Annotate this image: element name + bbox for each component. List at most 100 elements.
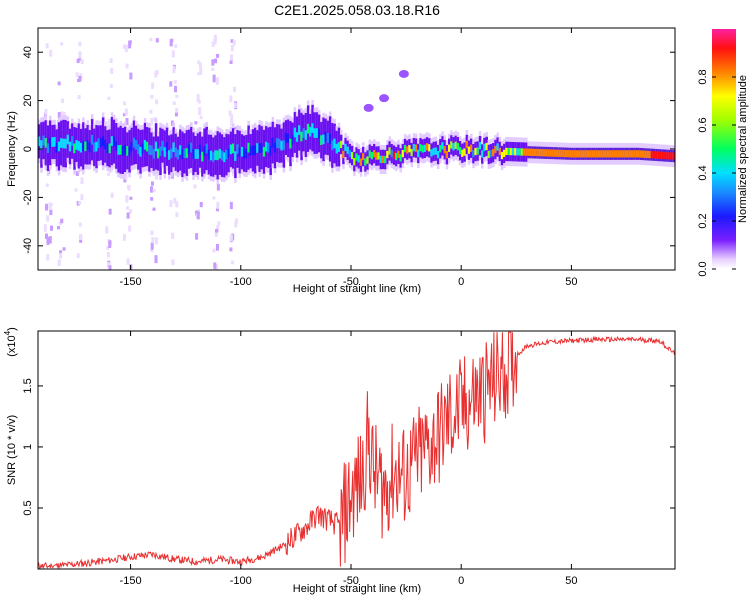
noise-speck bbox=[155, 69, 159, 75]
band-core bbox=[40, 140, 43, 150]
band-core bbox=[670, 152, 674, 160]
band-core bbox=[652, 151, 656, 159]
noise-speck bbox=[175, 107, 179, 112]
band-core bbox=[280, 140, 283, 151]
noise-speck bbox=[43, 224, 47, 232]
weak-component bbox=[363, 103, 374, 112]
noise-speck bbox=[196, 211, 200, 220]
band-core bbox=[75, 140, 78, 150]
band-core bbox=[49, 137, 52, 148]
x-tick-label: 50 bbox=[565, 276, 577, 288]
band-core bbox=[403, 144, 407, 153]
band-core bbox=[458, 147, 462, 155]
noise-speck bbox=[46, 237, 50, 245]
noise-speck bbox=[228, 110, 232, 117]
band-core bbox=[465, 140, 469, 149]
band-core bbox=[137, 144, 140, 155]
band-core bbox=[430, 149, 433, 157]
band-core bbox=[126, 146, 129, 156]
noise-speck bbox=[105, 121, 109, 125]
band-core bbox=[485, 142, 488, 151]
noise-speck bbox=[211, 41, 215, 47]
band-core bbox=[657, 151, 660, 159]
band-core bbox=[648, 150, 652, 159]
colorbar-tick-label: 0.6 bbox=[697, 117, 709, 132]
snr-series-line bbox=[38, 331, 675, 569]
band-core bbox=[481, 150, 484, 158]
noise-speck bbox=[123, 176, 127, 183]
noise-speck bbox=[174, 85, 178, 93]
noise-speck bbox=[78, 51, 82, 59]
noise-speck bbox=[44, 112, 48, 118]
band-core bbox=[600, 150, 603, 158]
noise-speck bbox=[154, 237, 158, 245]
band-core bbox=[198, 144, 202, 155]
noise-speck bbox=[78, 222, 82, 227]
weak-component bbox=[379, 94, 390, 103]
band-core bbox=[117, 145, 120, 155]
noise-speck bbox=[170, 38, 174, 43]
noise-speck bbox=[230, 114, 234, 123]
noise-speck bbox=[126, 258, 130, 265]
noise-speck bbox=[212, 196, 216, 200]
band-core bbox=[240, 146, 244, 157]
x-tick-label: -50 bbox=[343, 575, 359, 587]
noise-speck bbox=[129, 209, 133, 214]
band-core bbox=[487, 150, 491, 159]
band-core bbox=[110, 136, 114, 146]
band-core bbox=[401, 150, 405, 158]
y-tick-label: -40 bbox=[22, 238, 34, 254]
band-core bbox=[311, 123, 314, 133]
noise-speck bbox=[233, 86, 237, 93]
band-core bbox=[62, 138, 65, 149]
noise-speck bbox=[215, 244, 219, 251]
noise-speck bbox=[125, 63, 129, 69]
noise-speck bbox=[150, 248, 154, 253]
band-core bbox=[152, 148, 156, 159]
band-core bbox=[205, 143, 209, 154]
band-core bbox=[282, 140, 286, 150]
noise-speck bbox=[128, 40, 132, 49]
noise-speck bbox=[214, 37, 218, 41]
band-core bbox=[505, 147, 508, 156]
noise-speck bbox=[197, 72, 201, 76]
noise-speck bbox=[198, 107, 202, 115]
band-core bbox=[44, 137, 48, 148]
band-core bbox=[284, 132, 288, 143]
noise-speck bbox=[126, 212, 130, 219]
noise-speck bbox=[197, 60, 201, 65]
noise-speck bbox=[129, 196, 133, 200]
band-core bbox=[408, 145, 411, 153]
band-core bbox=[518, 148, 522, 156]
noise-speck bbox=[74, 188, 78, 192]
band-core bbox=[165, 141, 169, 152]
noise-speck bbox=[150, 230, 154, 236]
band-core bbox=[95, 141, 98, 152]
band-core bbox=[187, 144, 191, 155]
band-core bbox=[586, 150, 590, 158]
noise-speck bbox=[214, 231, 218, 237]
band-core bbox=[179, 145, 182, 155]
band-core bbox=[119, 144, 123, 155]
band-core bbox=[79, 142, 83, 153]
band-core bbox=[617, 150, 621, 158]
band-core bbox=[633, 150, 636, 158]
noise-speck bbox=[196, 94, 200, 102]
band-core bbox=[331, 140, 334, 151]
band-core bbox=[60, 138, 63, 148]
band-core bbox=[494, 145, 497, 154]
noise-speck bbox=[229, 234, 233, 242]
noise-speck bbox=[46, 215, 50, 222]
noise-speck bbox=[229, 54, 233, 62]
y-tick-label: 40 bbox=[22, 46, 34, 58]
noise-speck bbox=[60, 42, 64, 46]
band-core bbox=[278, 138, 281, 149]
noise-speck bbox=[175, 94, 179, 98]
bottom-plot-frame bbox=[37, 330, 676, 570]
band-core bbox=[522, 148, 526, 156]
noise-speck bbox=[149, 37, 153, 42]
noise-speck bbox=[125, 206, 129, 210]
noise-speck bbox=[173, 80, 177, 84]
noise-speck bbox=[151, 237, 155, 243]
